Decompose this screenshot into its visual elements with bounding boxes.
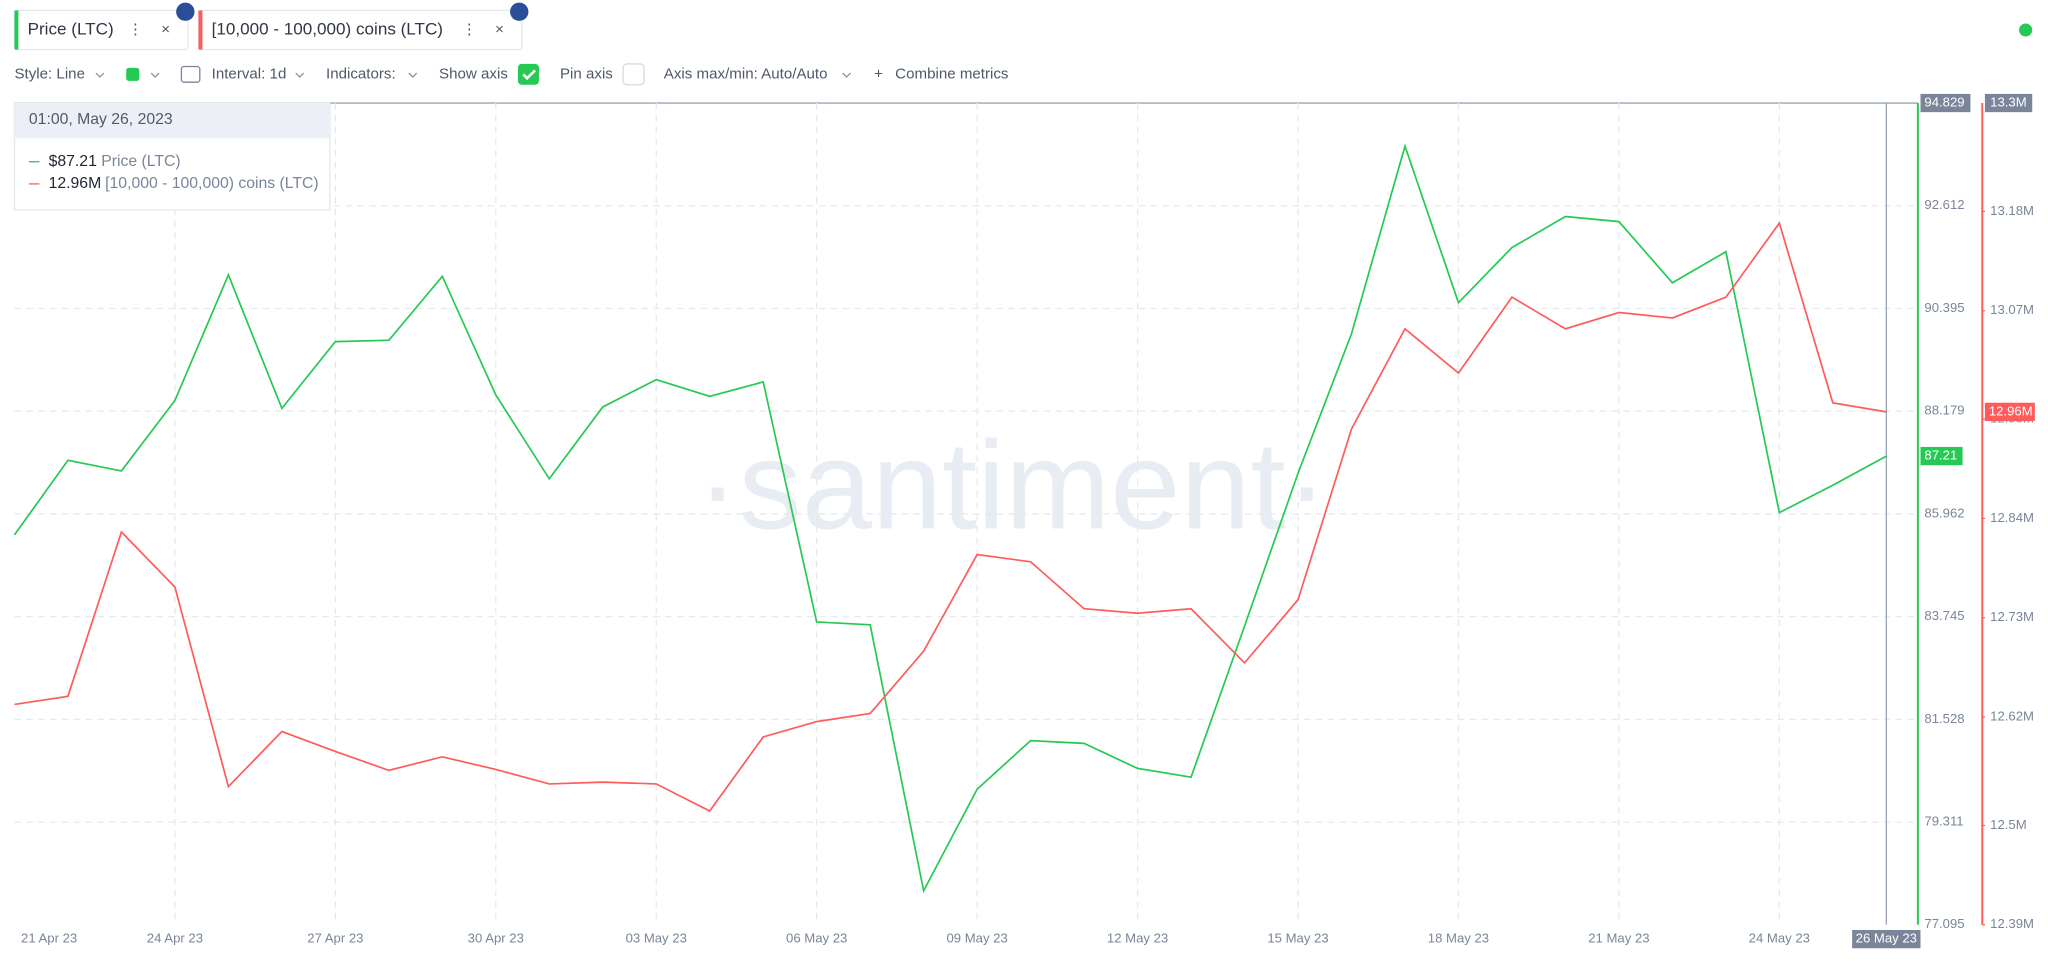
tab-label[interactable]: [10,000 - 100,000) coins (LTC) — [212, 20, 443, 39]
x-badge — [1852, 930, 1921, 949]
x-tick-label: 09 May 23 — [946, 931, 1007, 946]
status-dot — [2019, 23, 2033, 37]
x-tick-label: 12 May 23 — [1107, 931, 1168, 946]
x-tick-label: 24 May 23 — [1749, 931, 1810, 946]
last-value-badge — [1984, 402, 2035, 422]
y2-tick-label: 13.3M — [1990, 95, 2027, 110]
coin-icon — [176, 2, 195, 21]
chevron — [842, 72, 851, 78]
x-tick-label: 26 May 23 — [1856, 931, 1917, 946]
x-tick-label: 06 May 23 — [786, 931, 847, 946]
last-value-label: 12.96M — [1989, 403, 2033, 418]
y2-tick-label: 12.84M — [1990, 510, 2034, 525]
last-value-label: 87.21 — [1924, 448, 1957, 463]
axis-max-badge — [1920, 93, 1971, 113]
axis-minmax-select[interactable]: Axis max/min: Auto/Auto — [664, 65, 828, 82]
y-tick-label: 85.962 — [1924, 505, 1964, 520]
chevrons — [95, 72, 851, 78]
x-tick-label: 30 Apr 23 — [468, 931, 524, 946]
tooltip-header — [14, 103, 330, 139]
tab-color — [198, 10, 203, 50]
tab-color — [14, 10, 19, 50]
y-tick-label: 79.311 — [1924, 814, 1963, 829]
chevron — [295, 72, 305, 78]
tooltip-value: $87.21 — [49, 153, 97, 170]
y-tick-label: 88.179 — [1924, 403, 1964, 418]
x-tick-label: 15 May 23 — [1267, 931, 1328, 946]
plot: 77.095 79.311 81.528 83.745 85.962 88.179 90.3… — [13, 93, 2035, 949]
tooltip-series: [10,000 - 100,000) coins (LTC) — [105, 175, 319, 192]
series-line — [13, 143, 1887, 894]
y2-tick-label: 13.18M — [1990, 203, 2034, 218]
style-select[interactable]: Style: Line — [14, 65, 85, 82]
y-tick-label: 81.528 — [1924, 711, 1964, 726]
watermark: ·santiment· — [697, 415, 1328, 555]
y-tick-label: 77.095 — [1924, 916, 1964, 931]
chevron — [95, 72, 105, 78]
tab-label[interactable]: Price (LTC) — [28, 20, 114, 39]
y2-tick-label: 12.5M — [1990, 817, 2027, 832]
y-tick-label: 92.612 — [1924, 197, 1964, 212]
interval-select[interactable]: Interval: 1d — [212, 65, 287, 82]
tooltip-value: 12.96M — [49, 175, 102, 192]
y2-tick-label: 12.62M — [1990, 709, 2034, 724]
calendar-icon[interactable] — [180, 65, 201, 83]
indicators-select[interactable]: Indicators: — [326, 65, 396, 82]
x-tick-label: 21 May 23 — [1588, 931, 1649, 946]
chevron — [150, 72, 160, 78]
combine-metrics[interactable]: Combine metrics — [895, 65, 1008, 82]
tab-close[interactable]: × — [161, 21, 170, 38]
y-tick-label: 83.745 — [1924, 608, 1964, 623]
chevron — [408, 72, 418, 78]
tooltip-title: 01:00, May 26, 2023 — [29, 111, 173, 128]
y2-tick-label: 12.39M — [1990, 916, 2034, 931]
axis-max-badge — [1984, 93, 2033, 113]
y-tick-label: 90.395 — [1924, 300, 1964, 315]
color-select[interactable] — [126, 67, 140, 81]
tab-close[interactable]: × — [495, 21, 504, 38]
plus-icon: + — [874, 65, 883, 82]
x-tick-label: 27 Apr 23 — [307, 931, 363, 946]
pin-axis-checkbox[interactable] — [622, 63, 645, 86]
x-tick-label: 21 Apr 23 — [21, 931, 77, 946]
y2-tick-label: 12.73M — [1990, 609, 2034, 624]
last-value-badge — [1920, 446, 1963, 466]
pin-axis-label[interactable]: Pin axis — [560, 65, 613, 82]
series-line — [14, 221, 1887, 813]
check — [522, 69, 536, 81]
tab-menu[interactable]: ⋮ — [128, 21, 143, 38]
tooltip-series: Price (LTC) — [101, 153, 180, 170]
tab-menu[interactable]: ⋮ — [462, 21, 477, 38]
x-tick-label: 24 Apr 23 — [147, 931, 203, 946]
show-axis-label[interactable]: Show axis — [439, 65, 508, 82]
x-tick-label: 18 May 23 — [1428, 931, 1489, 946]
show-axis-checkbox[interactable] — [517, 63, 539, 85]
coin-icon — [510, 2, 529, 21]
y-tick-label: 94.829 — [1924, 95, 1964, 110]
x-tick-label: 03 May 23 — [626, 931, 687, 946]
y2-tick-label: 13.07M — [1990, 302, 2034, 317]
